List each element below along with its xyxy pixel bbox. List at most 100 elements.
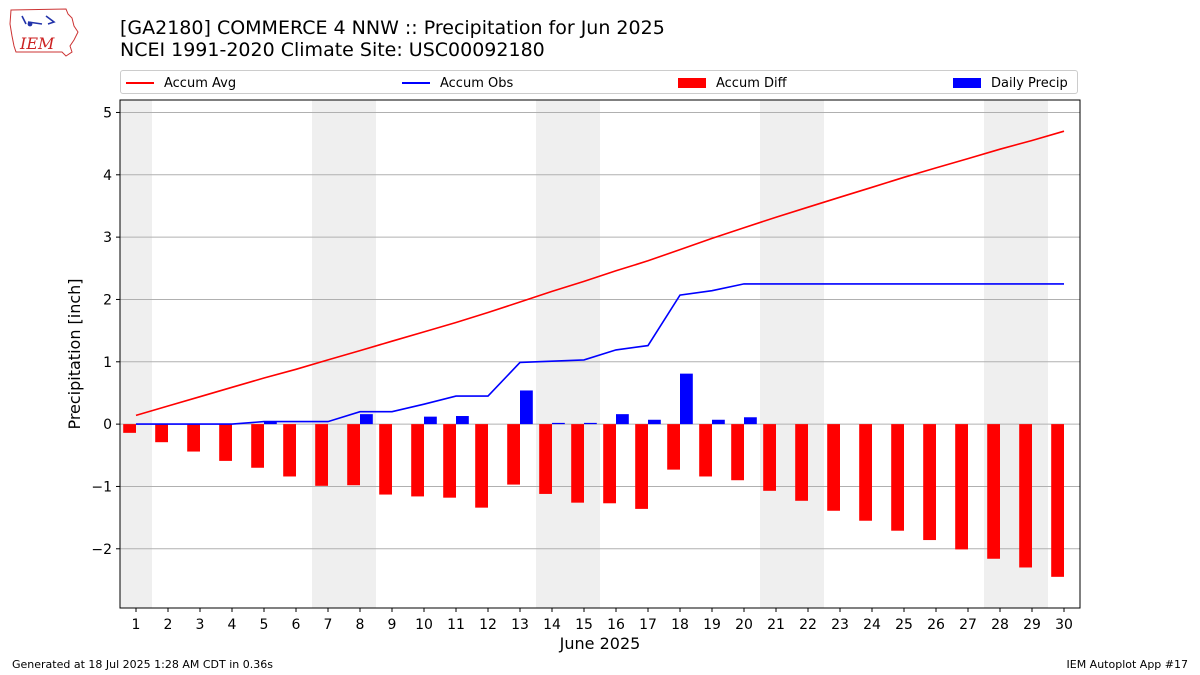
accum-diff-bar — [923, 424, 936, 541]
y-tick-label: 0 — [103, 417, 112, 433]
x-tick-label: 18 — [671, 617, 689, 633]
x-tick-label: 14 — [543, 617, 561, 633]
x-tick-label: 19 — [703, 617, 721, 633]
legend-swatch-accum-avg — [126, 82, 154, 84]
accum-diff-bar — [539, 424, 552, 494]
legend: Accum Avg Accum Obs Accum Diff Daily Pre… — [120, 70, 1078, 94]
iem-logo: IEM — [9, 8, 79, 57]
accum-diff-bar — [699, 424, 712, 477]
accum-diff-bar — [955, 424, 968, 550]
logo-text: IEM — [19, 34, 55, 53]
weekend-band — [760, 100, 824, 608]
y-tick-label: 1 — [103, 355, 112, 371]
accum-diff-bar — [1019, 424, 1032, 568]
title-line-1: [GA2180] COMMERCE 4 NNW :: Precipitation… — [120, 17, 665, 39]
x-tick-label: 10 — [415, 617, 433, 633]
accum-diff-bar — [795, 424, 808, 501]
legend-swatch-accum-diff — [678, 78, 706, 88]
legend-accum-diff: Accum Diff — [678, 74, 787, 92]
x-tick-label: 4 — [228, 617, 237, 633]
accum-diff-bar — [187, 424, 200, 452]
legend-accum-avg: Accum Avg — [126, 74, 236, 92]
accum-diff-bar — [859, 424, 872, 521]
accum-diff-bar — [667, 424, 680, 470]
x-tick-label: 2 — [164, 617, 173, 633]
accum-avg-line — [135, 130, 1065, 417]
daily-precip-bar — [456, 416, 469, 425]
x-tick-label: 25 — [895, 617, 913, 633]
accum-diff-bar — [155, 424, 168, 443]
accum-diff-bar — [763, 424, 776, 491]
y-tick-label: −2 — [91, 542, 112, 558]
weekend-band — [120, 100, 152, 608]
accum-diff-bar — [219, 424, 232, 461]
accum-obs-line — [136, 283, 1064, 425]
accum-diff-bar — [731, 424, 744, 481]
daily-precip-bar — [424, 416, 437, 425]
legend-label: Accum Obs — [440, 75, 514, 91]
daily-precip-bar — [744, 417, 757, 425]
daily-precip-bar — [360, 414, 373, 425]
x-tick-label: 8 — [356, 617, 365, 633]
x-tick-label: 1 — [132, 617, 141, 633]
accum-diff-bar — [379, 424, 392, 495]
x-axis-label: June 2025 — [559, 634, 641, 653]
legend-label: Accum Avg — [164, 75, 237, 91]
x-tick-label: 24 — [863, 617, 881, 633]
x-tick-label: 6 — [292, 617, 301, 633]
y-tick-label: 2 — [103, 292, 112, 308]
x-tick-label: 7 — [324, 617, 333, 633]
daily-precip-bar — [648, 419, 661, 425]
daily-precip-bar — [264, 421, 277, 425]
accum-diff-bar — [443, 424, 456, 498]
x-tick-label: 26 — [927, 617, 945, 633]
legend-daily-precip: Daily Precip — [953, 74, 1068, 92]
x-tick-label: 20 — [735, 617, 753, 633]
accum-diff-bar — [123, 424, 136, 433]
accum-diff-bar — [411, 424, 424, 497]
x-tick-label: 30 — [1055, 617, 1073, 633]
legend-accum-obs: Accum Obs — [402, 74, 513, 92]
accum-diff-bar — [1051, 424, 1064, 577]
x-tick-label: 21 — [767, 617, 785, 633]
y-tick-label: −1 — [91, 479, 112, 495]
legend-label: Daily Precip — [991, 75, 1068, 91]
daily-precip-bar — [616, 414, 629, 425]
accum-diff-bar — [635, 424, 648, 509]
accum-diff-bar — [315, 424, 328, 486]
accum-diff-bar — [251, 424, 264, 468]
legend-swatch-daily-precip — [953, 78, 981, 88]
y-tick-label: 3 — [103, 230, 112, 246]
daily-precip-bar — [520, 390, 533, 425]
accum-diff-bar — [827, 424, 840, 511]
y-tick-label: 4 — [103, 168, 112, 184]
weekend-band — [536, 100, 600, 608]
x-tick-label: 29 — [1023, 617, 1041, 633]
x-tick-label: 15 — [575, 617, 593, 633]
x-tick-label: 23 — [831, 617, 849, 633]
accum-diff-bar — [603, 424, 616, 504]
accum-diff-bar — [891, 424, 904, 531]
iowa-outline-icon — [9, 8, 79, 57]
x-tick-label: 9 — [388, 617, 397, 633]
accum-diff-bar — [283, 424, 296, 477]
daily-precip-bar — [712, 419, 725, 425]
y-axis-label: Precipitation [inch] — [65, 278, 84, 429]
chart-title: [GA2180] COMMERCE 4 NNW :: Precipitation… — [120, 17, 665, 61]
x-tick-label: 3 — [196, 617, 205, 633]
x-tick-label: 11 — [447, 617, 465, 633]
weekend-band — [312, 100, 376, 608]
x-tick-label: 12 — [479, 617, 497, 633]
accum-diff-bar — [347, 424, 360, 486]
footer-generated: Generated at 18 Jul 2025 1:28 AM CDT in … — [12, 658, 273, 671]
legend-swatch-accum-obs — [402, 82, 430, 84]
x-tick-label: 22 — [799, 617, 817, 633]
daily-precip-bar — [584, 422, 597, 425]
x-tick-label: 17 — [639, 617, 657, 633]
title-line-2: NCEI 1991-2020 Climate Site: USC00092180 — [120, 39, 545, 61]
x-tick-label: 16 — [607, 617, 625, 633]
accum-diff-bar — [571, 424, 584, 503]
x-tick-label: 5 — [260, 617, 269, 633]
station-dot-icon — [27, 21, 33, 27]
